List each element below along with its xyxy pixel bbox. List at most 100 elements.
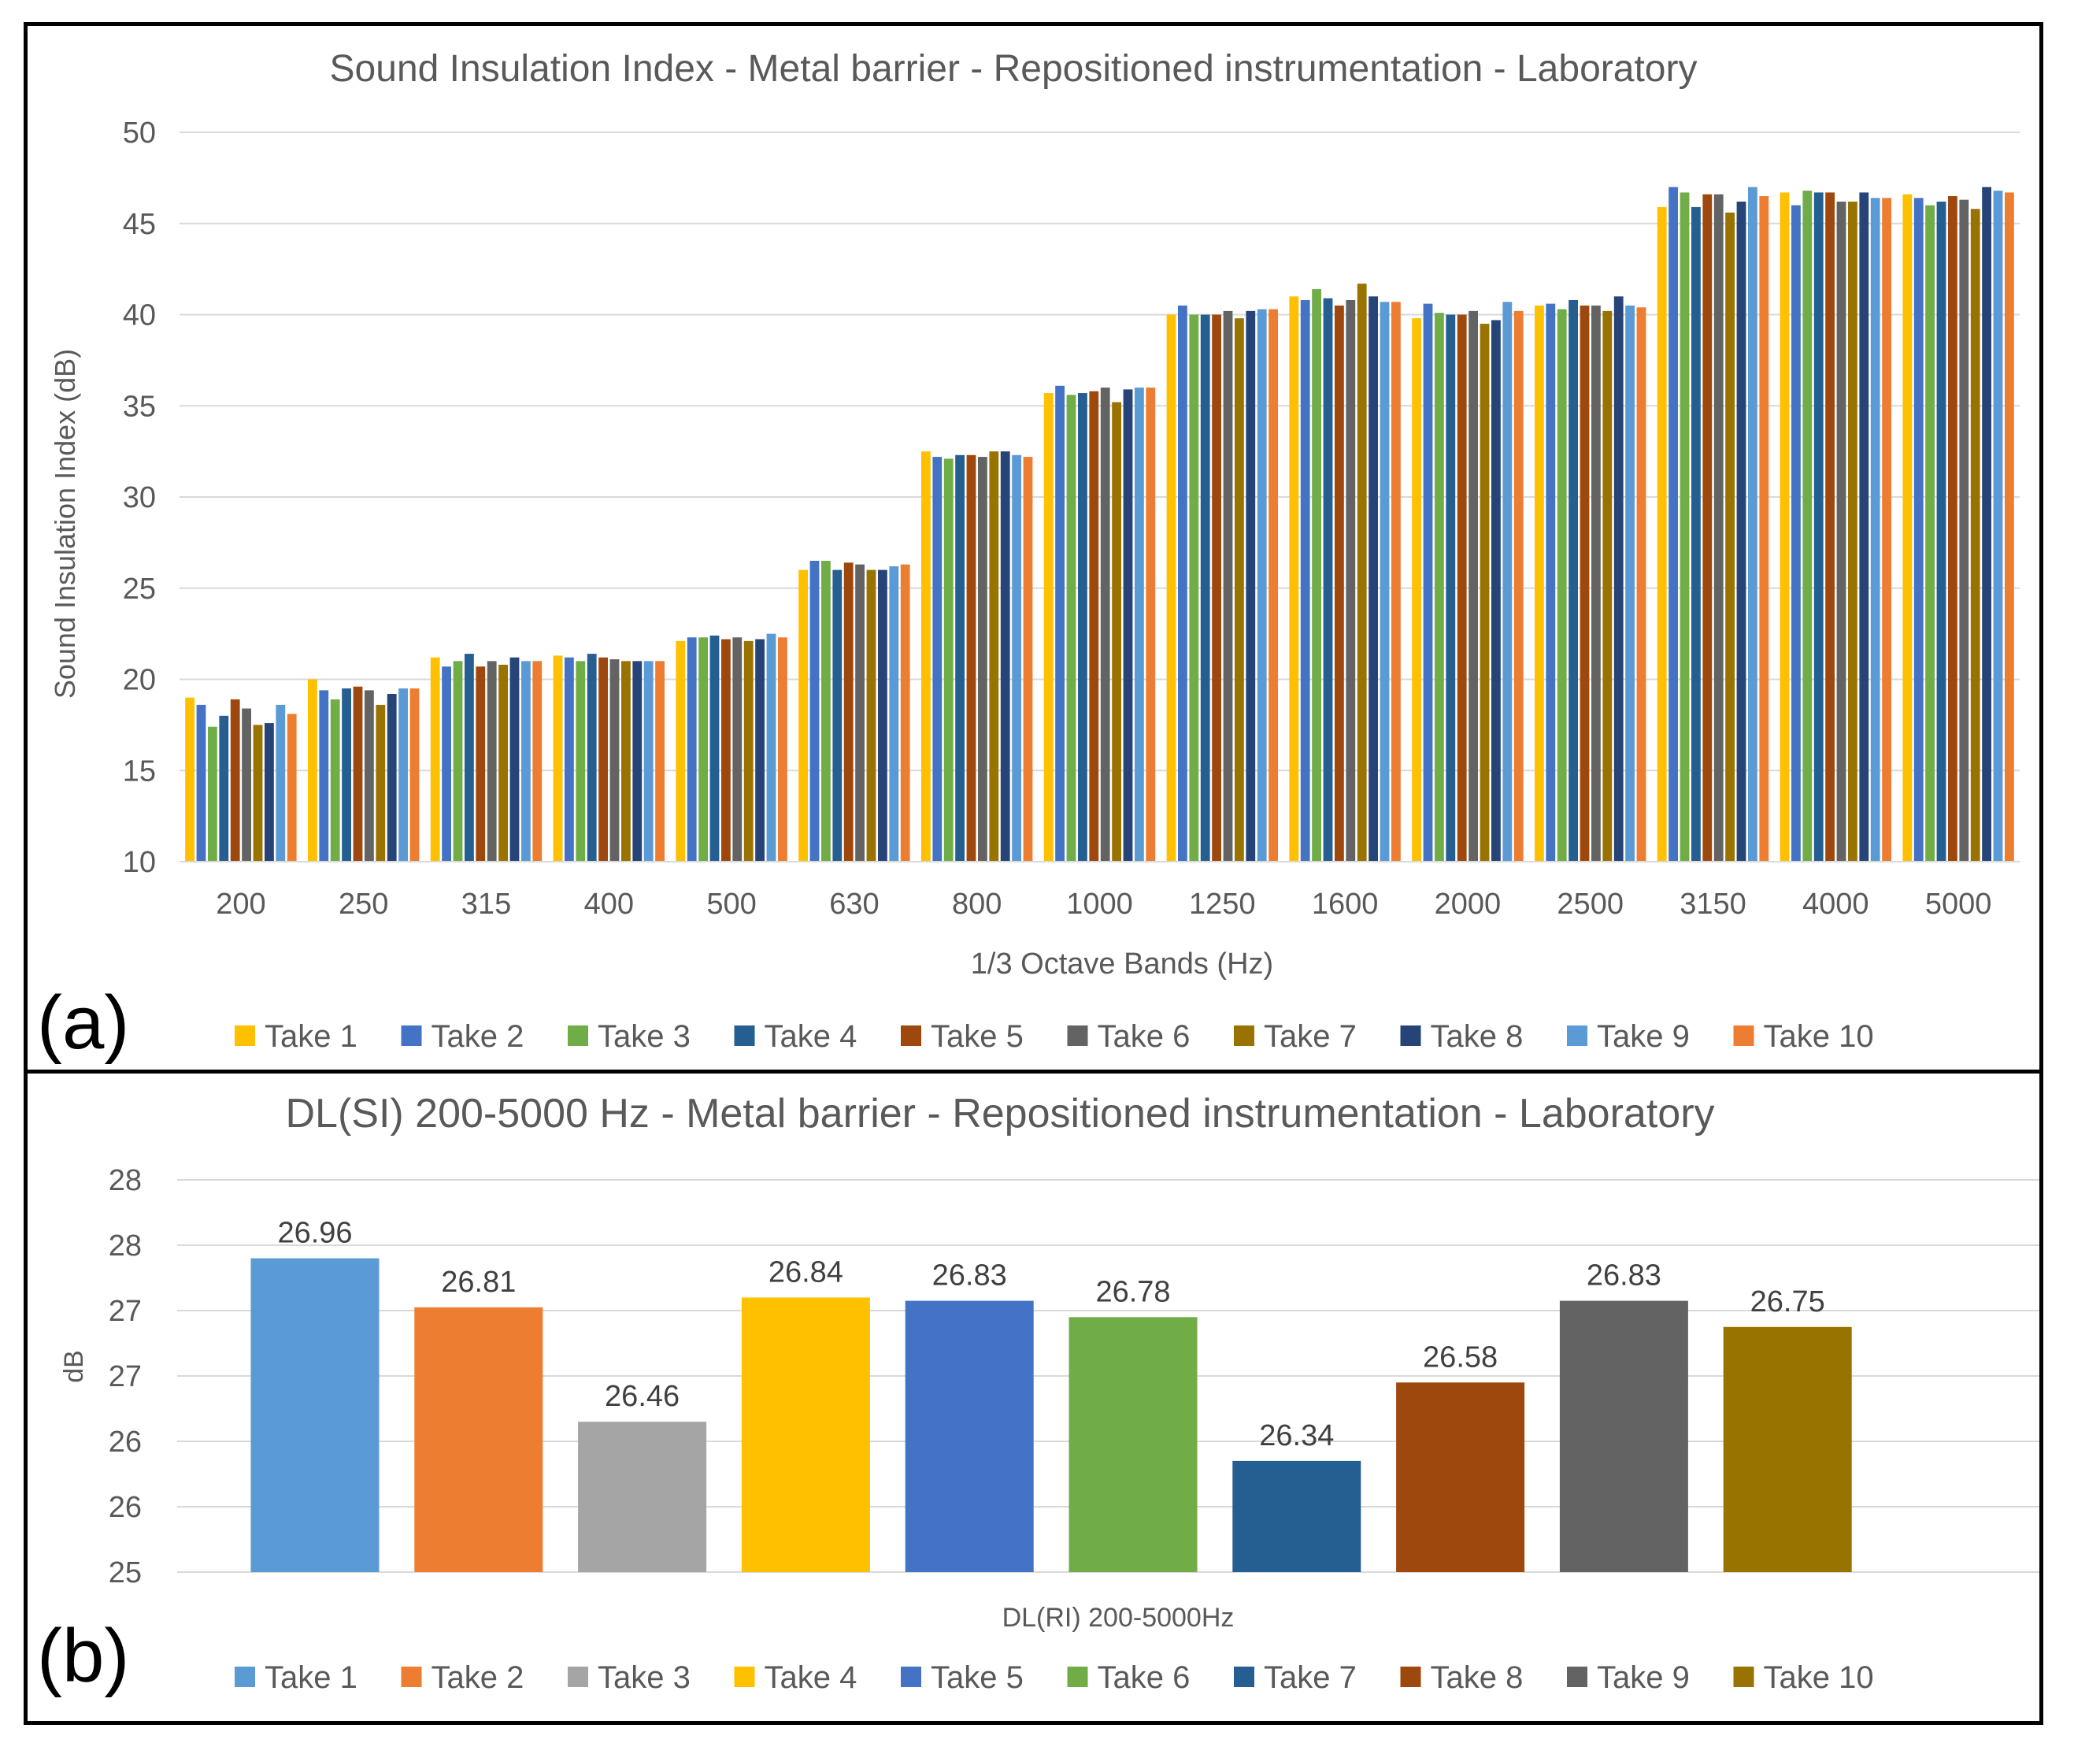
bar-4000-take-8 xyxy=(1859,192,1869,862)
bar-1000-take-2 xyxy=(1055,385,1065,862)
bar-400-take-10 xyxy=(655,661,665,862)
bar-200-take-9 xyxy=(276,704,286,862)
bar-500-take-2 xyxy=(687,637,697,862)
bar-630-take-3 xyxy=(821,561,831,862)
bar-630-take-2 xyxy=(809,561,820,862)
bar-1600-take-4 xyxy=(1323,298,1333,862)
bar-dl-take-1 xyxy=(250,1258,380,1572)
bar-315-take-7 xyxy=(498,664,508,862)
bar-315-take-5 xyxy=(476,666,486,862)
bar-250-take-3 xyxy=(330,699,340,862)
bar-800-take-8 xyxy=(1000,451,1010,862)
bar-dl-take-8 xyxy=(1396,1382,1525,1572)
bar-1600-take-3 xyxy=(1312,289,1321,862)
chart-a-title: Sound Insulation Index - Metal barrier -… xyxy=(330,48,1698,90)
bar-dl-take-3 xyxy=(578,1422,707,1572)
chart-b-y-axis-label: dB xyxy=(59,1350,89,1383)
bar-3150-take-2 xyxy=(1669,187,1678,862)
chart-a-y-tick-label: 10 xyxy=(123,846,156,879)
bar-250-take-10 xyxy=(409,688,420,862)
chart-a-legend-swatch-3 xyxy=(568,1025,588,1046)
chart-a-category-label-1000: 1000 xyxy=(1066,888,1133,921)
bar-800-take-9 xyxy=(1012,454,1021,862)
bar-1600-take-8 xyxy=(1369,296,1378,862)
bar-1250-take-2 xyxy=(1178,305,1187,862)
chart-a-legend-label-10: Take 10 xyxy=(1764,1019,1874,1054)
bar-dl-take-9 xyxy=(1559,1300,1688,1572)
bar-4000-take-3 xyxy=(1802,191,1813,862)
bar-500-take-8 xyxy=(755,639,765,862)
data-label-take-4: 26.84 xyxy=(769,1255,843,1289)
bar-1250-take-7 xyxy=(1235,318,1244,862)
chart-a-category-label-200: 200 xyxy=(216,888,265,921)
bar-800-take-2 xyxy=(932,457,943,862)
chart-a-legend-swatch-2 xyxy=(401,1025,422,1046)
bar-1600-take-5 xyxy=(1335,305,1344,862)
bar-4000-take-6 xyxy=(1836,201,1846,862)
bar-1250-take-6 xyxy=(1223,310,1233,862)
chart-b-legend-label-5: Take 5 xyxy=(931,1660,1024,1695)
bar-250-take-5 xyxy=(353,686,363,862)
chart-b-legend-swatch-5 xyxy=(901,1667,921,1687)
bar-400-take-5 xyxy=(598,657,608,862)
bar-800-take-5 xyxy=(966,454,976,862)
chart-b-legend-label-9: Take 9 xyxy=(1597,1660,1690,1695)
bar-1000-take-5 xyxy=(1089,391,1099,862)
chart-a-legend-label-1: Take 1 xyxy=(265,1019,357,1054)
bar-dl-take-7 xyxy=(1232,1460,1361,1572)
bar-630-take-5 xyxy=(843,562,854,862)
bar-1000-take-10 xyxy=(1146,388,1156,862)
chart-a-category-label-1600: 1600 xyxy=(1312,888,1379,921)
chart-a-x-ticks: 200 250 315 400 500 630 800 1000 1250 1600 2000 250… xyxy=(216,888,1991,921)
bar-500-take-7 xyxy=(743,640,754,862)
bar-1000-take-9 xyxy=(1135,388,1144,862)
chart-b-title: DL(SI) 200-5000 Hz - Metal barrier - Rep… xyxy=(285,1091,1714,1137)
bar-250-take-4 xyxy=(342,688,351,862)
bar-630-take-9 xyxy=(889,566,899,862)
bar-4000-take-7 xyxy=(1848,201,1857,862)
chart-a-legend-label-6: Take 6 xyxy=(1098,1019,1191,1054)
bar-3150-take-9 xyxy=(1748,187,1757,862)
bar-4000-take-1 xyxy=(1780,192,1790,862)
bar-800-take-4 xyxy=(955,454,965,862)
chart-b-bars xyxy=(250,1258,1852,1572)
bar-1250-take-1 xyxy=(1166,314,1176,862)
data-label-take-5: 26.83 xyxy=(932,1259,1007,1292)
bar-250-take-6 xyxy=(365,690,374,862)
chart-a-y-tick-label: 50 xyxy=(123,117,156,150)
chart-a-category-label-2000: 2000 xyxy=(1435,888,1502,921)
chart-a-y-axis-label: Sound Insulation Index (dB) xyxy=(49,349,81,699)
bar-250-take-1 xyxy=(308,679,317,862)
bar-400-take-4 xyxy=(587,654,597,862)
chart-a-legend-swatch-6 xyxy=(1067,1025,1088,1046)
chart-b-legend-swatch-6 xyxy=(1067,1667,1088,1687)
chart-b-legend: Take 1 Take 2 Take 3 Take 4 Take 5 Take 6 Take… xyxy=(235,1660,1874,1695)
bar-2000-take-1 xyxy=(1412,318,1421,862)
bar-1000-take-3 xyxy=(1066,395,1076,862)
bar-2500-take-10 xyxy=(1636,307,1646,862)
chart-a-legend-swatch-10 xyxy=(1733,1025,1754,1046)
bar-4000-take-2 xyxy=(1791,205,1801,862)
bar-1250-take-5 xyxy=(1212,314,1221,862)
bar-200-take-4 xyxy=(219,715,229,862)
bar-dl-take-2 xyxy=(414,1307,543,1572)
bar-3150-take-3 xyxy=(1680,192,1690,862)
bar-5000-take-1 xyxy=(1902,194,1913,862)
bar-315-take-9 xyxy=(521,661,531,862)
bar-800-take-1 xyxy=(921,451,931,862)
bar-200-take-3 xyxy=(208,726,217,862)
bar-200-take-1 xyxy=(185,697,194,862)
chart-b-x-axis-label: DL(RI) 200-5000Hz xyxy=(1002,1603,1235,1633)
chart-b-legend-swatch-1 xyxy=(235,1667,255,1687)
bar-5000-take-6 xyxy=(1959,199,1969,862)
bar-2500-take-4 xyxy=(1569,299,1578,862)
chart-b-y-ticks: 25 26 26 27 27 28 28 xyxy=(109,1164,142,1589)
bar-2000-take-9 xyxy=(1502,302,1513,862)
bar-200-take-5 xyxy=(230,699,240,862)
bar-dl-take-5 xyxy=(905,1300,1034,1572)
bar-400-take-7 xyxy=(621,661,631,862)
bar-3150-take-4 xyxy=(1691,206,1701,862)
bar-315-take-6 xyxy=(487,661,497,862)
bar-400-take-6 xyxy=(609,659,620,862)
chart-a-legend-label-3: Take 3 xyxy=(598,1019,691,1054)
